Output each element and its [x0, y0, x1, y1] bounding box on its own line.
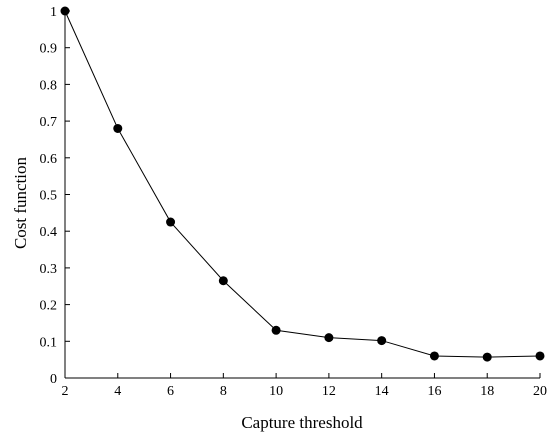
y-tick-label: 0.7 [40, 115, 58, 130]
x-tick-label: 16 [427, 384, 441, 399]
y-tick-label: 0 [50, 372, 57, 387]
data-point [535, 351, 545, 361]
x-tick-label: 14 [375, 384, 389, 399]
x-tick-label: 6 [167, 384, 174, 399]
data-point [271, 325, 281, 335]
data-point [166, 217, 176, 227]
x-tick-label: 18 [480, 384, 494, 399]
series [60, 6, 545, 362]
y-tick-label: 0.8 [40, 78, 58, 93]
y-tick-label: 0.4 [40, 225, 58, 240]
y-tick-label: 0.1 [40, 335, 58, 350]
y-tick-label: 0.5 [40, 189, 58, 204]
series-line [64, 10, 541, 358]
y-tick-label: 0.9 [40, 42, 58, 57]
x-tick-label: 20 [533, 384, 547, 399]
y-tick-label: 1 [50, 5, 57, 20]
data-point [377, 336, 387, 346]
data-point [113, 123, 123, 133]
y-tick-label: 0.2 [40, 299, 58, 314]
x-axis-title: Capture threshold [241, 413, 363, 432]
x-tick-label: 2 [62, 384, 69, 399]
ticks: 00.10.20.30.40.50.60.70.80.912 4 6 8 10 12 14 1… [40, 5, 548, 399]
axes [64, 11, 540, 379]
y-axis-title: Cost function [11, 156, 30, 249]
data-point [60, 6, 70, 16]
x-tick-label: 10 [269, 384, 283, 399]
data-point [482, 352, 492, 362]
data-point [218, 276, 228, 286]
data-point [429, 351, 439, 361]
data-point [324, 333, 334, 343]
x-tick-label: 12 [322, 384, 336, 399]
x-tick-label: 4 [114, 384, 121, 399]
y-tick-label: 0.6 [40, 152, 58, 167]
x-tick-label: 8 [220, 384, 227, 399]
y-tick-label: 0.3 [40, 262, 58, 277]
